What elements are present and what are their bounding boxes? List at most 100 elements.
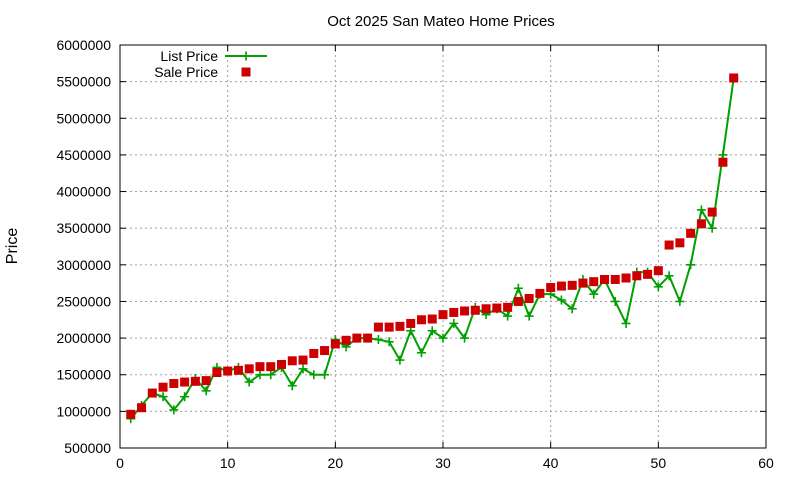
sale-price-point-11 xyxy=(233,365,243,375)
list-price-point-53 xyxy=(686,260,696,270)
sale-price-point-48 xyxy=(632,271,642,281)
sale-price-point-7 xyxy=(190,376,200,386)
sale-price-point-55 xyxy=(707,207,717,217)
y-tick-label-5: 3000000 xyxy=(56,257,111,273)
sale-price-point-53 xyxy=(686,228,696,238)
chart-title: Oct 2025 San Mateo Home Prices xyxy=(327,13,555,30)
sale-price-point-51 xyxy=(664,240,674,250)
list-price-point-50 xyxy=(653,282,663,292)
legend-item-list-price: List Price xyxy=(160,48,267,64)
y-tick-label-3: 2000000 xyxy=(56,330,111,346)
y-tick-label-4: 2500000 xyxy=(56,293,111,309)
sale-price-point-52 xyxy=(675,238,685,248)
x-tick-label-2: 20 xyxy=(328,455,344,471)
sale-price-point-20 xyxy=(330,339,340,349)
list-price-point-26 xyxy=(395,355,405,365)
sale-price-point-13 xyxy=(255,362,265,372)
y-tick-label-0: 500000 xyxy=(64,440,111,456)
y-tick-label-6: 3500000 xyxy=(56,220,111,236)
y-tick-label-9: 5000000 xyxy=(56,110,111,126)
list-price-point-41 xyxy=(556,295,566,305)
sale-price-point-28 xyxy=(416,315,426,325)
sale-price-point-43 xyxy=(578,278,588,288)
sale-price-point-40 xyxy=(546,283,556,293)
sale-price-point-27 xyxy=(406,318,416,328)
sale-price-point-37 xyxy=(513,296,523,306)
sale-price-point-22 xyxy=(352,333,362,343)
sale-price-point-54 xyxy=(696,219,706,229)
sale-price-point-33 xyxy=(470,305,480,315)
sale-price-point-4 xyxy=(158,382,168,392)
sale-price-point-39 xyxy=(535,288,545,298)
x-tick-label-6: 60 xyxy=(758,455,774,471)
legend-item-sale-price: Sale Price xyxy=(154,64,251,80)
sale-price-point-32 xyxy=(460,306,470,316)
sale-price-point-26 xyxy=(395,321,405,331)
sale-price-point-31 xyxy=(449,307,459,317)
list-price-point-31 xyxy=(449,318,459,328)
sale-price-point-21 xyxy=(341,335,351,345)
series xyxy=(126,73,739,424)
sale-price-point-46 xyxy=(610,274,620,284)
sale-price-point-36 xyxy=(503,302,513,312)
y-tick-label-1: 1000000 xyxy=(56,403,111,419)
sale-price-point-29 xyxy=(427,314,437,324)
list-price-point-6 xyxy=(180,392,190,402)
legend-label-sale-price: Sale Price xyxy=(154,64,218,80)
list-price-point-4 xyxy=(158,392,168,402)
sale-price-point-41 xyxy=(556,281,566,291)
list-price-point-30 xyxy=(438,333,448,343)
y-tick-label-11: 6000000 xyxy=(56,37,111,53)
list-price-point-36 xyxy=(503,311,513,321)
list-price-point-54 xyxy=(696,205,706,215)
grid xyxy=(120,45,766,448)
y-tick-label-10: 5500000 xyxy=(56,74,111,90)
x-tick-label-4: 40 xyxy=(543,455,559,471)
list-price-point-42 xyxy=(567,304,577,314)
x-tick-label-0: 0 xyxy=(116,455,124,471)
y-tick-label-8: 4500000 xyxy=(56,147,111,163)
sale-price-point-35 xyxy=(492,303,502,313)
legend-swatch-marker-list-price xyxy=(241,51,251,61)
sale-price-point-8 xyxy=(201,376,211,386)
list-price-point-17 xyxy=(298,364,308,374)
sale-price-point-3 xyxy=(147,388,157,398)
list-price-point-38 xyxy=(524,311,534,321)
list-price-point-29 xyxy=(427,326,437,336)
sale-price-point-49 xyxy=(643,269,653,279)
sale-price-point-56 xyxy=(718,157,728,167)
list-price-point-8 xyxy=(201,386,211,396)
x-tick-label-1: 10 xyxy=(220,455,236,471)
sale-price-point-14 xyxy=(266,362,276,372)
list-price-point-5 xyxy=(169,405,179,415)
sale-price-point-10 xyxy=(223,366,233,376)
sale-price-point-12 xyxy=(244,364,254,374)
list-price-point-47 xyxy=(621,318,631,328)
sale-price-point-30 xyxy=(438,310,448,320)
list-price-point-44 xyxy=(589,289,599,299)
sale-price-point-2 xyxy=(137,403,147,413)
list-price-point-51 xyxy=(664,271,674,281)
list-price-point-13 xyxy=(255,370,265,380)
sale-price-point-38 xyxy=(524,294,534,304)
sale-price-point-34 xyxy=(481,304,491,314)
list-price-point-28 xyxy=(416,348,426,358)
sale-price-point-6 xyxy=(180,377,190,387)
sale-price-point-17 xyxy=(298,355,308,365)
list-price-point-24 xyxy=(373,335,383,345)
axes: 0 10 20 30 40 50 60 500000 1000000 1500000 2000000… xyxy=(56,37,774,471)
list-price-point-25 xyxy=(384,337,394,347)
list-price-point-19 xyxy=(320,370,330,380)
sale-price-point-44 xyxy=(589,277,599,287)
sale-price-point-1 xyxy=(126,409,136,419)
sale-price-point-47 xyxy=(621,273,631,283)
sale-price-point-18 xyxy=(309,348,319,358)
list-price-point-12 xyxy=(244,377,254,387)
list-price-point-14 xyxy=(266,370,276,380)
x-tick-label-5: 50 xyxy=(651,455,667,471)
sale-price-point-23 xyxy=(363,333,373,343)
list-price-point-32 xyxy=(460,333,470,343)
list-price-point-16 xyxy=(287,381,297,391)
